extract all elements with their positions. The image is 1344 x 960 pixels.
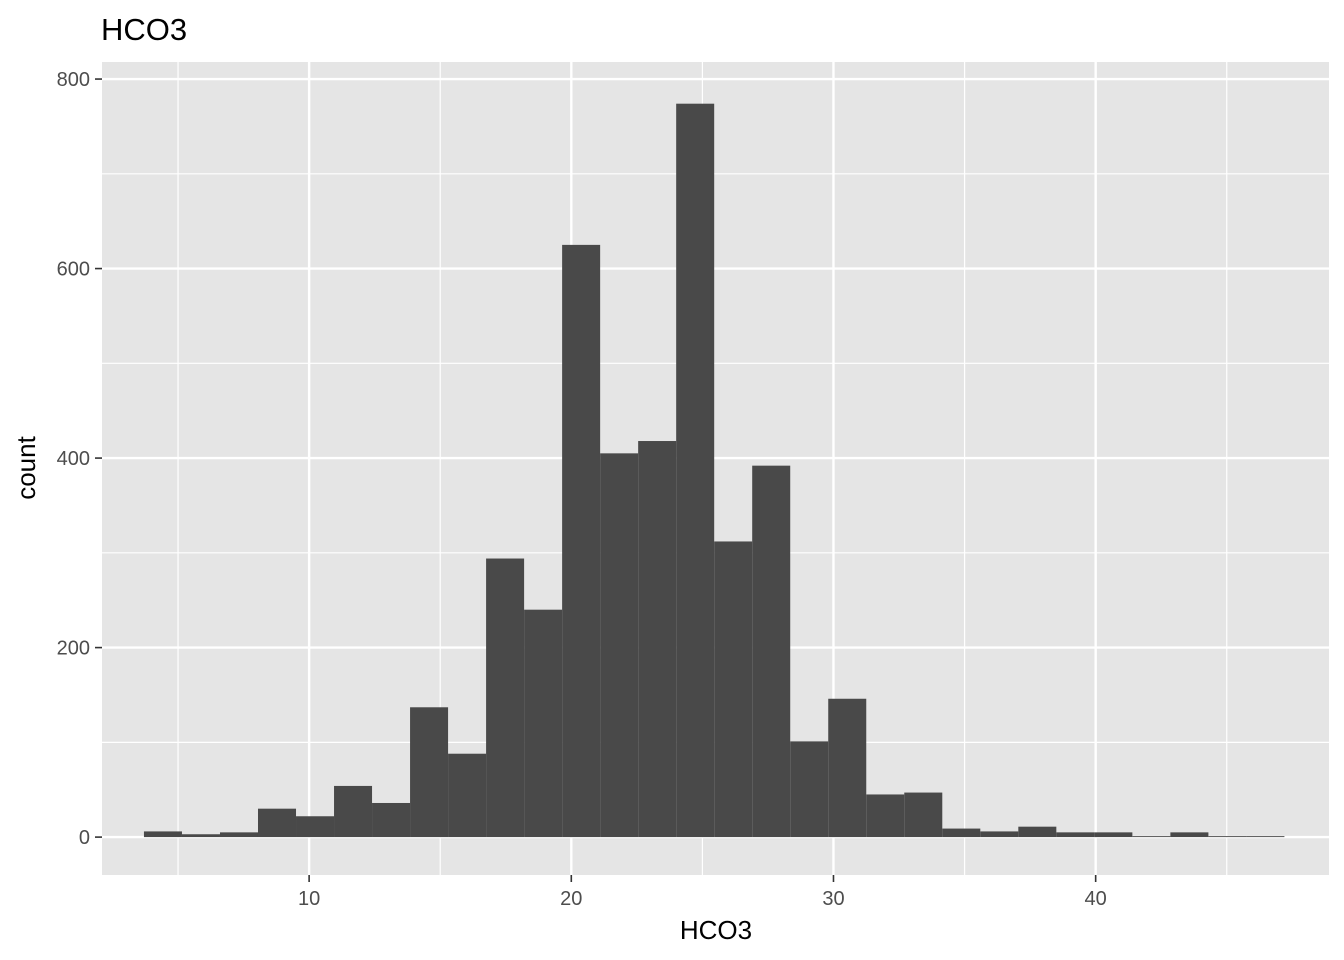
histogram-bar-13 (638, 441, 677, 838)
histogram-bar-26 (1132, 836, 1171, 838)
histogram-bar-25 (1094, 832, 1133, 838)
histogram-bar-24 (1056, 832, 1095, 838)
chart-title: HCO3 (101, 12, 187, 47)
histogram-bar-17 (790, 741, 829, 838)
histogram-bar-22 (980, 831, 1019, 838)
x-axis: 10 20 30 40 (298, 875, 1107, 910)
y-axis-title: count (11, 435, 41, 499)
histogram-bar-7 (410, 707, 449, 838)
x-tick-label: 20 (560, 888, 582, 910)
histogram-bar-20 (904, 792, 943, 838)
histogram-bar-14 (676, 103, 715, 838)
histogram-bar-16 (752, 465, 791, 838)
y-tick-label: 400 (57, 448, 90, 470)
histogram-bar-1 (181, 834, 220, 838)
histogram-bar-4 (296, 816, 335, 838)
histogram-bar-6 (372, 802, 411, 838)
bars (143, 103, 1285, 838)
histogram-bar-29 (1246, 836, 1285, 838)
x-tick-label: 30 (822, 888, 844, 910)
y-tick-label: 0 (79, 827, 90, 849)
y-tick-label: 200 (57, 638, 90, 660)
histogram-bar-28 (1208, 836, 1247, 838)
histogram-bar-15 (714, 541, 753, 838)
histogram-bar-3 (257, 808, 297, 838)
histogram-bar-12 (600, 453, 639, 838)
x-tick-label: 40 (1085, 888, 1107, 910)
y-tick-label: 800 (57, 69, 90, 91)
histogram-bar-18 (828, 698, 867, 838)
y-axis: 0 200 400 600 800 (57, 69, 102, 849)
histogram-bar-8 (448, 753, 487, 838)
histogram-bar-19 (866, 794, 905, 838)
histogram-bar-0 (143, 831, 182, 838)
y-tick-label: 600 (57, 259, 90, 281)
histogram-bar-11 (562, 244, 601, 838)
histogram-bar-9 (486, 558, 525, 838)
histogram-bar-23 (1018, 826, 1057, 838)
x-tick-label: 10 (298, 888, 320, 910)
histogram-bar-5 (334, 785, 373, 838)
histogram-bar-21 (942, 828, 981, 838)
histogram-bar-10 (524, 609, 563, 838)
histogram-bar-2 (219, 832, 258, 838)
x-axis-title: HCO3 (680, 915, 752, 945)
histogram-bar-27 (1170, 832, 1209, 838)
